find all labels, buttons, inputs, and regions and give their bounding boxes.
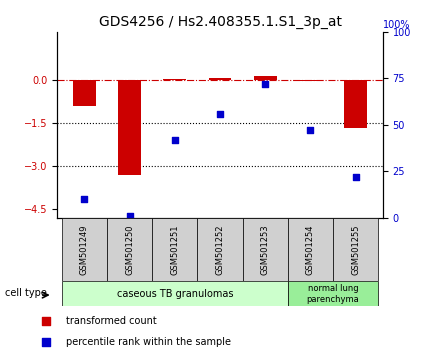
Text: transformed count: transformed count xyxy=(66,316,156,326)
Text: GSM501249: GSM501249 xyxy=(80,224,89,275)
Bar xyxy=(242,218,288,281)
Point xyxy=(262,81,269,87)
Text: GSM501252: GSM501252 xyxy=(216,224,224,275)
Bar xyxy=(333,218,378,281)
Bar xyxy=(198,218,242,281)
Point xyxy=(307,127,314,133)
Point xyxy=(352,174,359,180)
Text: GSM501253: GSM501253 xyxy=(261,224,270,275)
Text: caseous TB granulomas: caseous TB granulomas xyxy=(117,289,233,299)
Point xyxy=(126,213,133,219)
Text: GSM501254: GSM501254 xyxy=(306,224,315,275)
Text: percentile rank within the sample: percentile rank within the sample xyxy=(66,337,231,347)
Point xyxy=(81,196,88,202)
Bar xyxy=(164,79,186,80)
Bar xyxy=(288,218,333,281)
Text: 100%: 100% xyxy=(383,20,411,30)
Bar xyxy=(73,80,95,106)
Text: GSM501250: GSM501250 xyxy=(125,224,134,275)
Point xyxy=(42,339,49,344)
Text: normal lung
parenchyma: normal lung parenchyma xyxy=(307,284,359,303)
Bar xyxy=(152,218,198,281)
Bar xyxy=(118,80,141,175)
Point xyxy=(216,111,224,116)
Text: GSM501255: GSM501255 xyxy=(351,224,360,275)
Text: cell type: cell type xyxy=(4,287,47,298)
Point xyxy=(42,318,49,324)
Point xyxy=(171,137,178,143)
Bar xyxy=(254,76,276,80)
Bar xyxy=(62,281,288,306)
Title: GDS4256 / Hs2.408355.1.S1_3p_at: GDS4256 / Hs2.408355.1.S1_3p_at xyxy=(99,16,341,29)
Bar xyxy=(107,218,152,281)
Bar xyxy=(209,78,231,80)
Bar xyxy=(299,80,322,81)
Bar xyxy=(288,281,378,306)
Bar xyxy=(345,80,367,128)
Text: GSM501251: GSM501251 xyxy=(170,224,179,275)
Bar xyxy=(62,218,107,281)
